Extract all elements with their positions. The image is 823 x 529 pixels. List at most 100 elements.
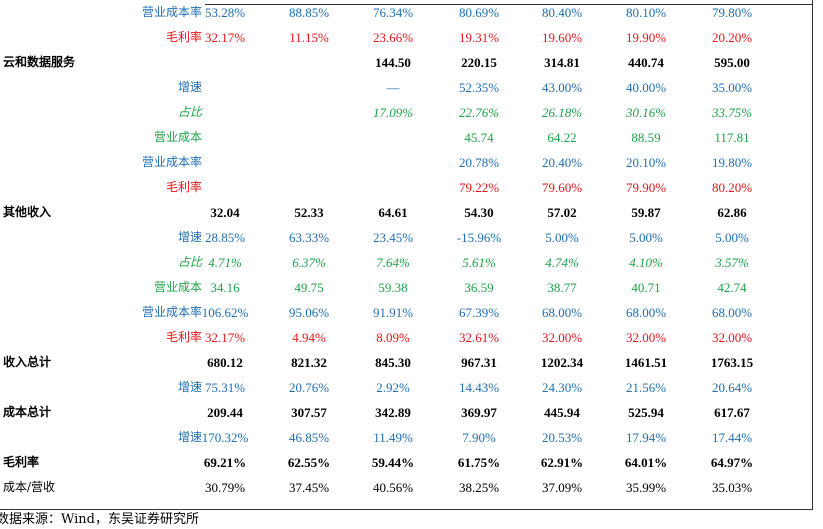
table-cell: 20.76%	[288, 380, 330, 395]
financial-table: 营业成本率 53.28% 88.85% 76.34% 80.69% 80.40% 80.10…	[0, 0, 823, 495]
row-label: 其他收入	[3, 205, 52, 219]
table-cell: 88.59	[631, 130, 661, 145]
table-cell: 117.81	[714, 130, 750, 145]
row-label: 收入总计	[3, 355, 52, 369]
table-cell: 5.00%	[715, 230, 749, 245]
table-row: 营业成本率 20.78% 20.40% 20.10% 19.80%	[0, 150, 823, 175]
source-note: 数据来源：Wind，东吴证券研究所	[0, 512, 199, 527]
table-cell: 17.44%	[711, 430, 753, 445]
table-cell	[269, 150, 349, 175]
row-label: 毛利率	[3, 455, 40, 469]
row-label: 成本/营收	[3, 480, 56, 494]
table-cell: 24.30%	[541, 380, 583, 395]
table-cell: 342.89	[375, 405, 411, 420]
table-cell	[185, 75, 265, 100]
table-cell: 845.30	[375, 355, 411, 370]
table-cell	[269, 50, 349, 75]
table-cell: 64.22	[547, 130, 577, 145]
table-cell: 7.64%	[376, 255, 410, 270]
table-cell: 2.92%	[376, 380, 410, 395]
table-cell: 20.10%	[625, 155, 667, 170]
table-cell: 5.00%	[545, 230, 579, 245]
table-cell: 617.67	[714, 405, 750, 420]
table-cell: 32.61%	[458, 330, 500, 345]
table-cell: 43.00%	[541, 80, 583, 95]
table-cell: 23.45%	[372, 230, 414, 245]
row-label: 营业成本	[153, 130, 202, 144]
row-label: 占比	[177, 255, 202, 269]
row-label: 增速	[177, 230, 202, 244]
table-cell: 40.56%	[372, 480, 414, 495]
table-cell: 80.10%	[625, 5, 667, 20]
table-cell: 79.22%	[458, 180, 500, 195]
table-cell: 38.77	[547, 280, 577, 295]
table-cell: 144.50	[375, 55, 411, 70]
table-cell: 64.97%	[710, 455, 754, 470]
table-cell: 440.74	[628, 55, 664, 70]
table-row: 增速 — 52.35% 43.00% 40.00% 35.00%	[0, 75, 823, 100]
table-cell	[353, 175, 433, 200]
table-cell	[185, 50, 265, 75]
table-cell: 8.09%	[376, 330, 410, 345]
table-cell: 26.18%	[541, 105, 583, 120]
table-cell: 88.85%	[288, 5, 330, 20]
table-cell: 525.94	[628, 405, 664, 420]
row-label: 云和数据服务	[3, 55, 76, 69]
table-cell: 91.91%	[372, 305, 414, 320]
table-cell: 32.17%	[204, 30, 246, 45]
row-label: 毛利率	[165, 330, 202, 344]
table-cell	[269, 100, 349, 125]
table-cell: 209.44	[207, 405, 243, 420]
table-cell: 64.01%	[624, 455, 668, 470]
table-cell: 680.12	[207, 355, 243, 370]
table-cell: 20.64%	[711, 380, 753, 395]
table-cell: 19.60%	[541, 30, 583, 45]
table-cell: 38.25%	[458, 480, 500, 495]
table-cell: 3.57%	[715, 255, 749, 270]
table-row: 毛利率 79.22% 79.60% 79.90% 80.20%	[0, 175, 823, 200]
table-cell: 14.43%	[458, 380, 500, 395]
table-cell: 106.62%	[201, 305, 249, 320]
table-cell: 4.10%	[629, 255, 663, 270]
table-cell: 22.76%	[458, 105, 500, 120]
table-cell: 61.75%	[457, 455, 501, 470]
table-cell: 21.56%	[625, 380, 667, 395]
table-cell	[185, 100, 265, 125]
row-label: 占比	[177, 105, 202, 119]
table-cell: 59.38	[378, 280, 408, 295]
table-cell: 62.86	[717, 205, 747, 220]
table-cell: 23.66%	[372, 30, 414, 45]
table-cell	[269, 175, 349, 200]
table-cell: 80.69%	[458, 5, 500, 20]
row-label: 增速	[177, 430, 202, 444]
table-row: 营业成本率 53.28% 88.85% 76.34% 80.69% 80.40% 80.10…	[0, 0, 823, 25]
table-row: 收入总计 680.12 821.32 845.30 967.31 1202.34 1461.…	[0, 350, 823, 375]
table-cell: 1763.15	[710, 355, 754, 370]
table-cell: 30.79%	[204, 480, 246, 495]
table-cell: 595.00	[714, 55, 750, 70]
table-cell: 20.78%	[458, 155, 500, 170]
top-rule	[205, 4, 813, 5]
table-cell: 62.55%	[287, 455, 331, 470]
table-cell: 220.15	[461, 55, 497, 70]
table-cell: 20.53%	[541, 430, 583, 445]
table-cell: 170.32%	[201, 430, 249, 445]
table-cell: 42.74	[717, 280, 747, 295]
row-label: 营业成本	[153, 280, 202, 294]
table-row: 增速 170.32% 46.85% 11.49% 7.90% 20.53% 17.94% 17…	[0, 425, 823, 450]
table-cell: 307.57	[291, 405, 327, 420]
table-cell: 17.09%	[372, 105, 414, 120]
table-row: 占比 17.09% 22.76% 26.18% 30.16% 33.75%	[0, 100, 823, 125]
table-cell: 46.85%	[288, 430, 330, 445]
table-row: 毛利率 69.21% 62.55% 59.44% 61.75% 62.91% 64.01% 6…	[0, 450, 823, 475]
table-cell: 19.31%	[458, 30, 500, 45]
table-cell: 35.03%	[711, 480, 753, 495]
table-cell: 17.94%	[625, 430, 667, 445]
table-cell: 5.00%	[629, 230, 663, 245]
table-cell: 59.87	[631, 205, 661, 220]
row-label: 成本总计	[3, 405, 52, 419]
table-cell: 68.00%	[625, 305, 667, 320]
row-label: 营业成本率	[141, 155, 202, 169]
table-cell: 4.94%	[292, 330, 326, 345]
table-cell: 49.75	[294, 280, 324, 295]
